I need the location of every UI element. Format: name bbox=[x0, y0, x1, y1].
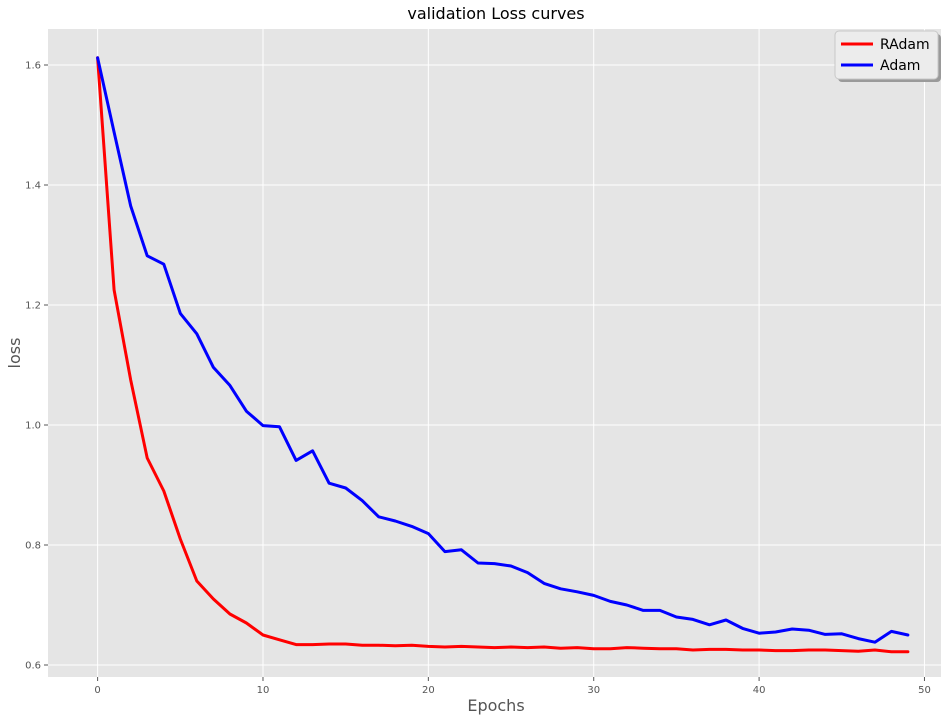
plot-area bbox=[48, 29, 941, 677]
y-tick-label: 1.0 bbox=[25, 421, 41, 432]
grid-lines bbox=[48, 29, 941, 677]
tick-labels: 0 10 20 30 40 50 0.6 0.8 1.0 1.2 1.4 1.6 bbox=[25, 61, 931, 697]
x-axis-label: Epochs bbox=[467, 696, 524, 715]
legend-label-adam: Adam bbox=[880, 58, 920, 74]
x-tick-label: 20 bbox=[422, 685, 435, 696]
legend-label-radam: RAdam bbox=[880, 37, 930, 53]
chart-title: validation Loss curves bbox=[407, 4, 584, 23]
x-tick-label: 10 bbox=[257, 685, 270, 696]
y-tick-label: 0.8 bbox=[25, 541, 41, 552]
y-tick-label: 1.2 bbox=[25, 301, 41, 312]
x-tick-label: 40 bbox=[753, 685, 766, 696]
x-tick-label: 0 bbox=[94, 685, 100, 696]
y-tick-label: 1.4 bbox=[25, 181, 41, 192]
y-tick-label: 1.6 bbox=[25, 61, 41, 72]
series-layer bbox=[96, 56, 910, 654]
series-line-radam bbox=[96, 56, 910, 654]
y-tick-label: 0.6 bbox=[25, 661, 41, 672]
series-line-adam bbox=[96, 56, 910, 644]
x-tick-label: 30 bbox=[587, 685, 600, 696]
y-axis-label: loss bbox=[5, 338, 24, 369]
legend: RAdam Adam bbox=[834, 30, 941, 82]
x-tick-label: 50 bbox=[918, 685, 931, 696]
